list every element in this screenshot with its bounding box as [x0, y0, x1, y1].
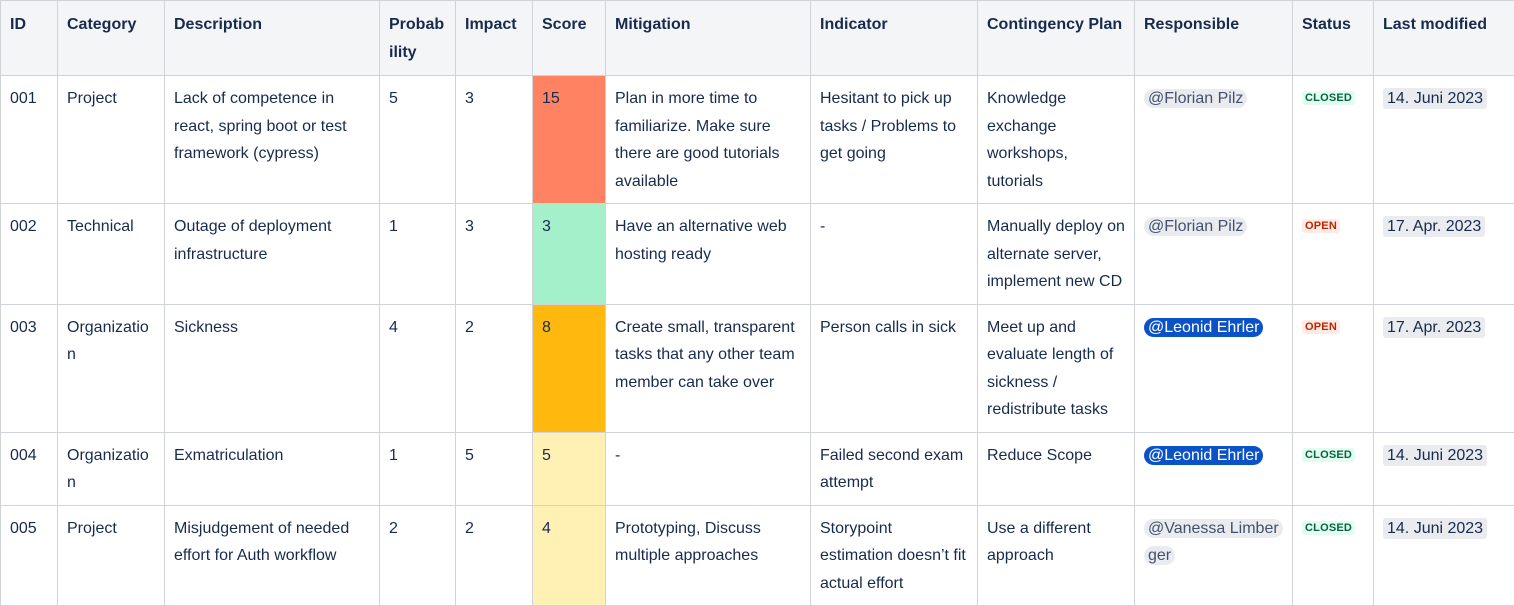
cell-description: Misjudgement of needed effort for Auth w… — [165, 505, 380, 606]
cell-responsible: @Vanessa Limberger — [1135, 505, 1293, 606]
cell-id: 001 — [1, 76, 58, 204]
status-badge: OPEN — [1302, 219, 1340, 233]
cell-score: 3 — [533, 204, 606, 305]
cell-mitigation: Create small, transparent tasks that any… — [606, 304, 811, 432]
cell-last-modified: 14. Juni 2023 — [1374, 432, 1514, 505]
header-category[interactable]: Category — [58, 1, 165, 76]
cell-status: CLOSED — [1293, 505, 1374, 606]
cell-description: Sickness — [165, 304, 380, 432]
cell-category: Organization — [58, 304, 165, 432]
cell-score: 4 — [533, 505, 606, 606]
cell-contingency-plan: Knowledge exchange workshops, tutorials — [978, 76, 1135, 204]
cell-category: Project — [58, 505, 165, 606]
header-contingency-plan[interactable]: Contingency Plan — [978, 1, 1135, 76]
cell-description: Exmatriculation — [165, 432, 380, 505]
table-row: 004 Organization Exmatriculation 1 5 5 -… — [1, 432, 1514, 505]
status-badge: CLOSED — [1302, 521, 1355, 535]
cell-indicator: Hesitant to pick up tasks / Problems to … — [811, 76, 978, 204]
cell-last-modified: 17. Apr. 2023 — [1374, 304, 1514, 432]
status-badge: CLOSED — [1302, 91, 1355, 105]
date-chip[interactable]: 14. Juni 2023 — [1383, 88, 1487, 109]
header-description[interactable]: Description — [165, 1, 380, 76]
cell-impact: 2 — [456, 505, 533, 606]
header-id[interactable]: ID — [1, 1, 58, 76]
user-mention[interactable]: @Vanessa Limberger — [1144, 519, 1283, 566]
cell-category: Organization — [58, 432, 165, 505]
cell-contingency-plan: Meet up and evaluate length of sickness … — [978, 304, 1135, 432]
cell-mitigation: - — [606, 432, 811, 505]
cell-contingency-plan: Use a different approach — [978, 505, 1135, 606]
cell-mitigation: Plan in more time to familiarize. Make s… — [606, 76, 811, 204]
header-impact[interactable]: Impact — [456, 1, 533, 76]
cell-last-modified: 14. Juni 2023 — [1374, 76, 1514, 204]
date-chip[interactable]: 17. Apr. 2023 — [1383, 317, 1485, 338]
cell-id: 004 — [1, 432, 58, 505]
status-badge: OPEN — [1302, 320, 1340, 334]
cell-score: 5 — [533, 432, 606, 505]
header-score[interactable]: Score — [533, 1, 606, 76]
cell-status: OPEN — [1293, 204, 1374, 305]
cell-probability: 5 — [380, 76, 456, 204]
header-row: ID Category Description Probability Impa… — [1, 1, 1514, 76]
cell-probability: 1 — [380, 204, 456, 305]
cell-score: 8 — [533, 304, 606, 432]
cell-indicator: Failed second exam attempt — [811, 432, 978, 505]
cell-impact: 3 — [456, 204, 533, 305]
header-last-modified[interactable]: Last modified — [1374, 1, 1514, 76]
table-row: 001 Project Lack of competence in react,… — [1, 76, 1514, 204]
cell-contingency-plan: Reduce Scope — [978, 432, 1135, 505]
cell-mitigation: Have an alternative web hosting ready — [606, 204, 811, 305]
user-mention[interactable]: @Leonid Ehrler — [1144, 318, 1263, 337]
header-mitigation[interactable]: Mitigation — [606, 1, 811, 76]
cell-status: CLOSED — [1293, 432, 1374, 505]
table-row: 003 Organization Sickness 4 2 8 Create s… — [1, 304, 1514, 432]
cell-probability: 4 — [380, 304, 456, 432]
header-probability[interactable]: Probability — [380, 1, 456, 76]
cell-category: Technical — [58, 204, 165, 305]
cell-impact: 2 — [456, 304, 533, 432]
date-chip[interactable]: 17. Apr. 2023 — [1383, 216, 1485, 237]
header-status[interactable]: Status — [1293, 1, 1374, 76]
header-indicator[interactable]: Indicator — [811, 1, 978, 76]
cell-contingency-plan: Manually deploy on alternate server, imp… — [978, 204, 1135, 305]
cell-impact: 5 — [456, 432, 533, 505]
cell-id: 003 — [1, 304, 58, 432]
status-badge: CLOSED — [1302, 448, 1355, 462]
cell-probability: 1 — [380, 432, 456, 505]
user-mention[interactable]: @Leonid Ehrler — [1144, 446, 1263, 465]
cell-responsible: @Leonid Ehrler — [1135, 432, 1293, 505]
cell-responsible: @Florian Pilz — [1135, 76, 1293, 204]
cell-last-modified: 14. Juni 2023 — [1374, 505, 1514, 606]
cell-id: 005 — [1, 505, 58, 606]
cell-responsible: @Florian Pilz — [1135, 204, 1293, 305]
date-chip[interactable]: 14. Juni 2023 — [1383, 518, 1487, 539]
user-mention[interactable]: @Florian Pilz — [1144, 89, 1247, 108]
cell-mitigation: Prototyping, Discuss multiple approaches — [606, 505, 811, 606]
cell-status: CLOSED — [1293, 76, 1374, 204]
cell-indicator: Storypoint estimation doesn’t fit actual… — [811, 505, 978, 606]
cell-description: Lack of competence in react, spring boot… — [165, 76, 380, 204]
cell-score: 15 — [533, 76, 606, 204]
cell-description: Outage of deployment infrastructure — [165, 204, 380, 305]
cell-probability: 2 — [380, 505, 456, 606]
header-responsible[interactable]: Responsible — [1135, 1, 1293, 76]
cell-category: Project — [58, 76, 165, 204]
date-chip[interactable]: 14. Juni 2023 — [1383, 445, 1487, 466]
cell-impact: 3 — [456, 76, 533, 204]
cell-status: OPEN — [1293, 304, 1374, 432]
cell-indicator: - — [811, 204, 978, 305]
table-row: 005 Project Misjudgement of needed effor… — [1, 505, 1514, 606]
user-mention[interactable]: @Florian Pilz — [1144, 217, 1247, 236]
cell-id: 002 — [1, 204, 58, 305]
cell-responsible: @Leonid Ehrler — [1135, 304, 1293, 432]
cell-last-modified: 17. Apr. 2023 — [1374, 204, 1514, 305]
cell-indicator: Person calls in sick — [811, 304, 978, 432]
table-row: 002 Technical Outage of deployment infra… — [1, 204, 1514, 305]
